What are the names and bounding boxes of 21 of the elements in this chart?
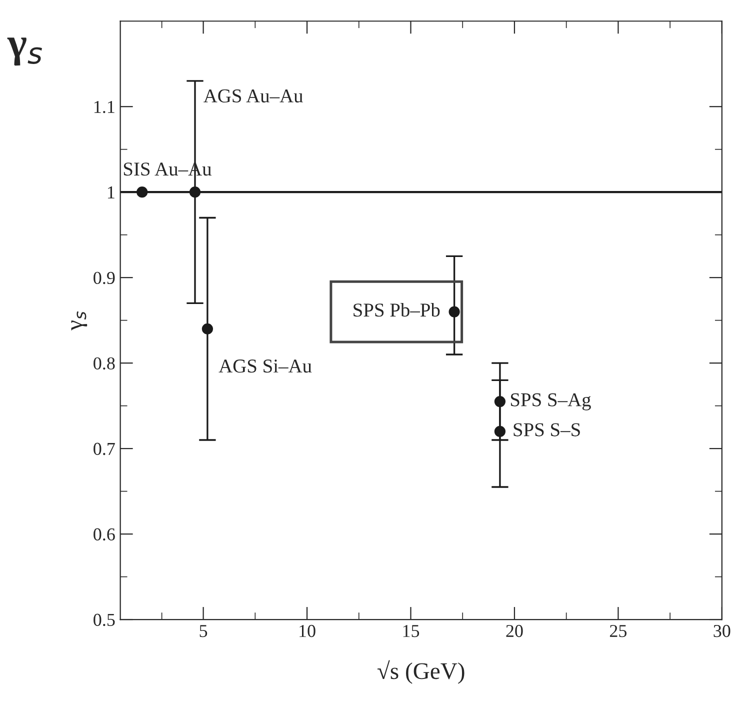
annotation: AGS Au–Au: [204, 89, 303, 102]
y-tick-label: 0.7: [94, 442, 115, 456]
x-tick-label: 20: [506, 624, 523, 638]
x-axis-title: √s (GeV): [378, 660, 464, 684]
y-tick-label: 1: [108, 186, 114, 198]
x-tick-label: 5: [200, 625, 208, 638]
y-tick-label: 0.5: [94, 614, 115, 626]
x-tick-label: 15: [403, 624, 420, 638]
annotation: SPS Pb–Pb: [354, 302, 440, 317]
y-tick-label: 0.9: [94, 272, 115, 284]
y-tick-label: 1.1: [94, 100, 114, 114]
y-tick-label: 0.6: [94, 528, 115, 541]
x-tick-label: 10: [300, 624, 316, 638]
y-tick-label: 0.8: [94, 357, 115, 370]
x-tick-label: 25: [610, 624, 627, 638]
chart-title: γ$_{s}$: [7, 38, 42, 66]
y-axis-title: γ$_{s}$: [71, 311, 88, 330]
annotation: AGS Si–Au: [218, 360, 312, 373]
annotation: SPS S–S: [514, 423, 580, 436]
annotation: SPS S–Ag: [510, 393, 591, 410]
x-tick-label: 30: [714, 624, 730, 638]
